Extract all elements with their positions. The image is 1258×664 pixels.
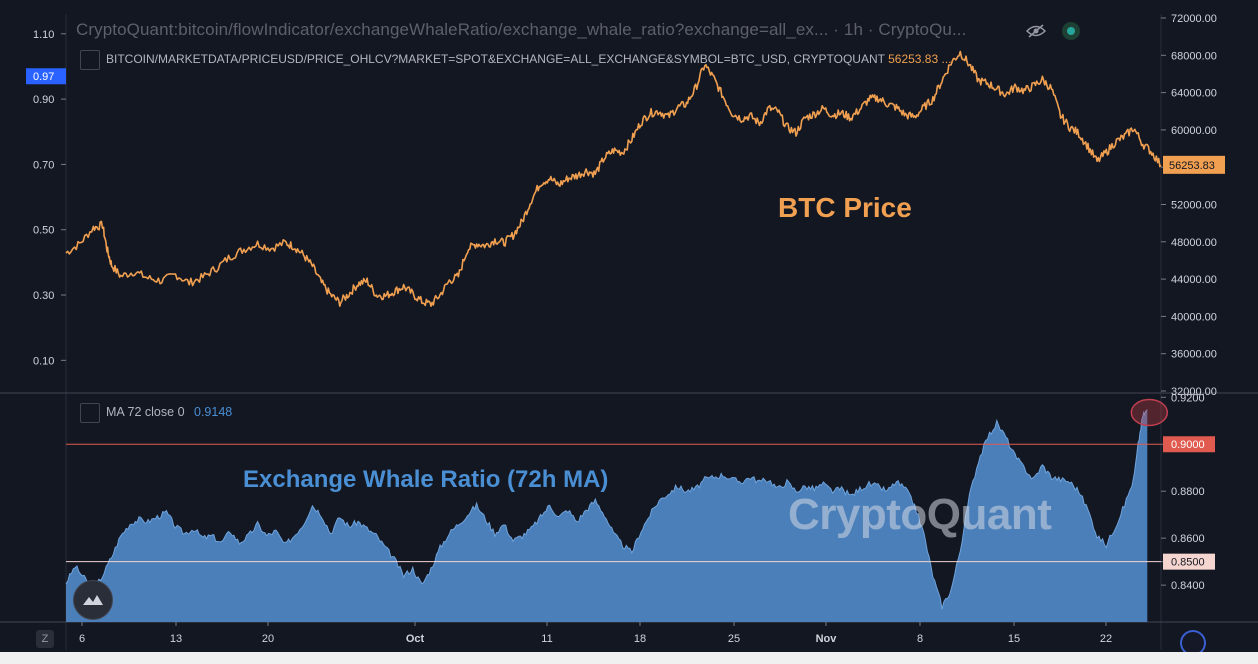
left-current-tag (26, 68, 66, 85)
left-current-value: 0.97 (33, 71, 54, 83)
time-axis-label: 25 (728, 633, 740, 645)
ratio-axis-label: 0.8600 (1171, 533, 1205, 545)
threshold-label: 0.8500 (1171, 557, 1205, 569)
time-axis-label: 20 (262, 633, 274, 645)
price-axis-label: 72000.00 (1171, 13, 1217, 25)
ratio-axis-label: 0.8800 (1171, 486, 1205, 498)
ma-value: 0.9148 (194, 405, 233, 419)
time-axis-label: 8 (917, 633, 923, 645)
price-axis-label: 64000.00 (1171, 88, 1217, 100)
price-axis-label: 40000.00 (1171, 311, 1217, 323)
price-axis-label: 48000.00 (1171, 237, 1217, 249)
title-separator: · (867, 20, 879, 39)
timezone-button[interactable]: Z (36, 630, 54, 648)
price-axis-label: 32000.00 (1171, 386, 1217, 398)
visibility-checkbox-price[interactable] (80, 50, 100, 70)
threshold-tag (1163, 436, 1215, 453)
btc-price-annotation: BTC Price (778, 192, 912, 223)
threshold-tag (1163, 553, 1215, 570)
status-dot-icon (1062, 22, 1080, 40)
hide-eye-icon[interactable] (1026, 24, 1046, 38)
title-text: CryptoQuant:bitcoin/flowIndicator/exchan… (76, 20, 829, 39)
price-axis-label: 60000.00 (1171, 125, 1217, 137)
time-axis-label: 22 (1100, 633, 1112, 645)
title-separator: · (833, 20, 844, 39)
tradingview-logo-icon[interactable] (73, 580, 113, 620)
cryptoquant-watermark: CryptoQuant (788, 490, 1052, 539)
time-axis-label: 15 (1008, 633, 1020, 645)
price-last-value: 56253.83 (1169, 160, 1215, 172)
price-axis-label: 68000.00 (1171, 50, 1217, 62)
symbol-last-value: 56253.83 ... (888, 52, 952, 66)
whale-ratio-area (66, 409, 1148, 622)
price-axis-label: 44000.00 (1171, 274, 1217, 286)
interval-text: 1h (843, 20, 863, 39)
time-axis-label: 6 (79, 633, 85, 645)
left-axis-label: 0.90 (33, 94, 54, 106)
left-axis-label: 1.10 (33, 29, 54, 41)
chart-title: CryptoQuant:bitcoin/flowIndicator/exchan… (76, 20, 1036, 40)
left-axis-label: 0.10 (33, 355, 54, 367)
btc-price-line (65, 50, 1162, 308)
time-axis-label: 11 (541, 633, 552, 645)
price-axis-label: 52000.00 (1171, 200, 1217, 212)
symbol-text: BITCOIN/MARKETDATA/PRICEUSD/PRICE_OHLCV?… (106, 52, 885, 66)
visibility-checkbox-ma[interactable] (80, 403, 100, 423)
left-axis-label: 0.70 (33, 159, 54, 171)
bottom-strip (0, 652, 1258, 664)
left-axis-label: 0.30 (33, 290, 54, 302)
threshold-label: 0.9000 (1171, 439, 1205, 451)
price-last-tag (1163, 155, 1225, 174)
whale-ratio-annotation: Exchange Whale Ratio (72h MA) (243, 466, 609, 493)
time-axis-label: 13 (170, 633, 182, 645)
peak-highlight-circle (1130, 398, 1169, 427)
whale-ratio-line (65, 409, 1148, 610)
left-axis-label: 0.50 (33, 225, 54, 237)
ratio-axis-label: 0.8400 (1171, 580, 1205, 592)
ma-label: MA 72 close 0 (106, 405, 185, 419)
symbol-legend: BITCOIN/MARKETDATA/PRICEUSD/PRICE_OHLCV?… (106, 52, 1036, 66)
ma-legend: MA 72 close 0 0.9148 (106, 405, 232, 419)
time-axis-label: Oct (406, 633, 425, 645)
price-axis-label: 36000.00 (1171, 349, 1217, 361)
source-text: CryptoQu... (878, 20, 967, 39)
time-axis-label: Nov (816, 633, 838, 645)
ratio-axis-label: 0.9200 (1171, 392, 1205, 404)
time-axis-label: 18 (634, 633, 646, 645)
